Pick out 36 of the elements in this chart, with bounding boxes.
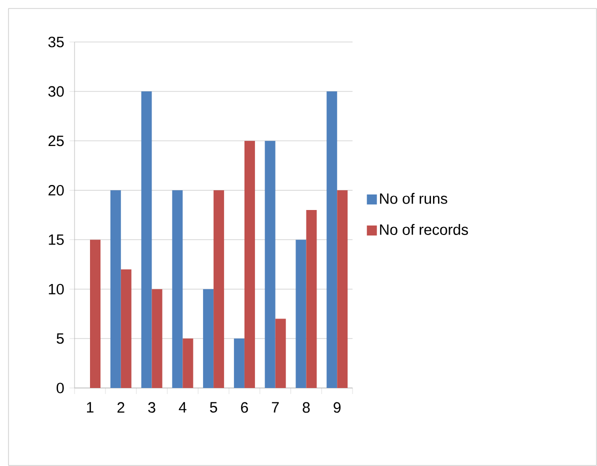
y-tick-label: 35 — [48, 36, 64, 48]
bar — [264, 140, 276, 388]
legend-label: No of records — [380, 224, 468, 235]
y-tick-label: 0 — [56, 382, 64, 394]
x-tick-label: 8 — [302, 402, 310, 413]
y-tick-label: 30 — [48, 86, 64, 97]
bar — [337, 190, 348, 388]
legend-label: No of runs — [380, 192, 448, 204]
y-tick-label: 15 — [48, 234, 64, 245]
x-tick-label: 9 — [334, 402, 341, 413]
bar — [90, 240, 101, 388]
bar — [275, 318, 286, 388]
x-tick-label: 5 — [210, 402, 218, 413]
x-tick-label: 6 — [241, 402, 248, 413]
x-tick-label: 3 — [148, 402, 156, 413]
bar — [326, 91, 338, 388]
x-tick-label: 4 — [178, 402, 186, 412]
bar — [120, 269, 132, 388]
y-tick-label: 5 — [56, 333, 64, 344]
bar — [244, 140, 255, 388]
bar — [141, 91, 152, 388]
bar — [234, 338, 244, 388]
x-tick-label: 2 — [117, 402, 124, 413]
y-tick-label: 20 — [48, 184, 64, 196]
bar — [306, 210, 317, 388]
bar — [172, 190, 183, 388]
y-tick-label: 25 — [48, 136, 64, 146]
bar — [110, 190, 121, 388]
y-tick-label: 10 — [48, 284, 64, 294]
bar — [296, 240, 306, 388]
bar — [203, 289, 214, 388]
x-tick-label: 7 — [272, 402, 279, 412]
bar — [214, 190, 224, 388]
x-tick-label: 1 — [86, 402, 94, 412]
bar — [152, 289, 162, 388]
bar — [182, 338, 194, 388]
